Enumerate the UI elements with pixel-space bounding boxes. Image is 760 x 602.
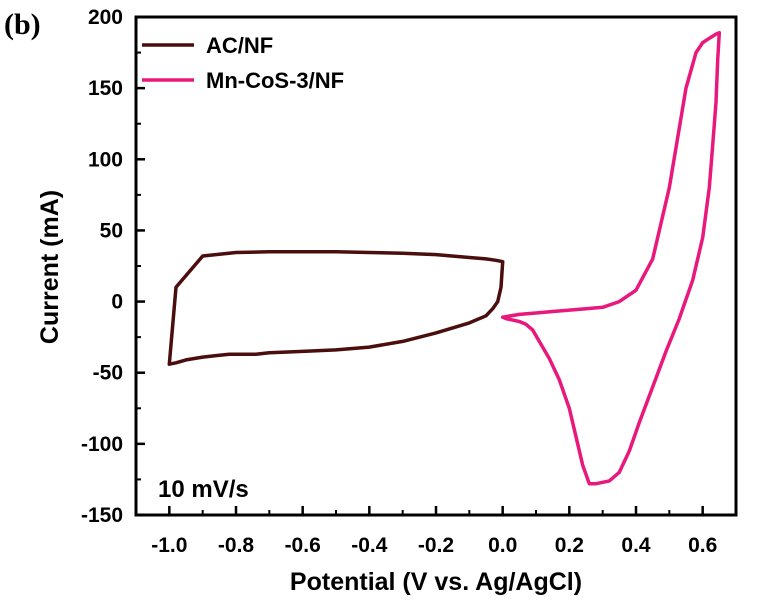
y-axis-title: Current (mA) xyxy=(36,190,64,344)
x-axis-ticks xyxy=(168,506,704,515)
x-tick-label: 0.2 xyxy=(555,534,584,557)
y-tick-label: -50 xyxy=(93,362,123,385)
y-tick-label: 50 xyxy=(100,219,123,242)
x-axis-tick-labels: -1.0 -0.8 -0.6 -0.4 -0.2 0.0 0.2 0.4 0.6 xyxy=(151,534,717,557)
panel-label: (b) xyxy=(4,8,41,41)
x-tick-label: -0.4 xyxy=(351,534,388,557)
x-tick-label: -1.0 xyxy=(151,534,187,557)
y-tick-label: 200 xyxy=(88,6,123,29)
x-tick-label: 0.0 xyxy=(488,534,517,557)
x-axis-title: Potential (V vs. Ag/AgCl) xyxy=(290,568,582,596)
series-layer xyxy=(167,30,722,486)
x-tick-label: 0.4 xyxy=(621,534,651,557)
y-axis-ticks xyxy=(136,15,145,517)
x-tick-label: -0.8 xyxy=(218,534,255,557)
x-tick-label: -0.2 xyxy=(418,534,454,557)
series-line-ac-nf xyxy=(167,250,505,366)
y-axis-tick-labels: 200 150 100 50 0 -50 -100 -150 xyxy=(81,6,123,527)
y-tick-label: -150 xyxy=(81,504,123,527)
legend-label-ac-nf: AC/NF xyxy=(206,33,273,58)
scan-rate-annotation: 10 mV/s xyxy=(158,476,249,503)
y-tick-label: 0 xyxy=(111,291,123,314)
x-tick-label: -0.6 xyxy=(285,534,321,557)
y-tick-label: -100 xyxy=(81,433,123,456)
y-tick-label: 100 xyxy=(88,148,123,171)
x-tick-label: 0.6 xyxy=(688,534,717,557)
y-tick-label: 150 xyxy=(88,77,123,100)
legend-label-mn-cos-3-nf: Mn-CoS-3/NF xyxy=(206,68,344,93)
series-line-mn-cos-3-nf xyxy=(500,30,722,486)
legend: AC/NF Mn-CoS-3/NF xyxy=(142,33,344,93)
